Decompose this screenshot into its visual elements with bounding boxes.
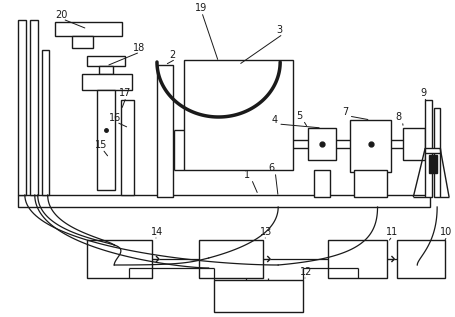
Bar [429, 155, 437, 173]
Text: 7: 7 [342, 107, 348, 117]
Text: 5: 5 [296, 111, 302, 121]
Bar [425, 148, 440, 153]
Bar [308, 128, 336, 160]
Text: 17: 17 [119, 88, 131, 98]
Bar [213, 280, 303, 312]
Bar [99, 66, 113, 74]
Bar [55, 22, 122, 36]
Text: 12: 12 [300, 267, 313, 277]
Bar [354, 170, 388, 197]
Text: 1: 1 [244, 170, 251, 180]
Text: 4: 4 [271, 115, 278, 125]
Bar [18, 195, 430, 207]
Bar [71, 36, 93, 48]
Text: 6: 6 [268, 163, 274, 173]
Text: 11: 11 [385, 227, 398, 237]
Bar [121, 100, 134, 195]
Bar [30, 20, 38, 195]
Bar [82, 74, 132, 90]
Text: 8: 8 [395, 112, 402, 122]
Text: 16: 16 [109, 113, 121, 123]
Text: 9: 9 [420, 88, 426, 98]
Bar [184, 60, 293, 170]
Bar [328, 240, 388, 278]
Bar [97, 90, 115, 190]
Bar [157, 65, 173, 197]
Bar [87, 240, 152, 278]
Bar [199, 240, 263, 278]
Bar [18, 20, 26, 195]
Text: 14: 14 [151, 227, 163, 237]
Text: 2: 2 [169, 50, 175, 60]
Bar [314, 170, 330, 197]
Text: 10: 10 [440, 227, 452, 237]
Bar [434, 108, 440, 197]
Bar [425, 100, 432, 197]
Text: 3: 3 [276, 25, 282, 35]
Bar [42, 50, 49, 195]
Text: 19: 19 [195, 3, 207, 13]
Text: 18: 18 [133, 43, 146, 53]
Bar [350, 120, 391, 172]
Text: 20: 20 [56, 10, 68, 20]
Bar [404, 128, 425, 160]
Text: 13: 13 [260, 227, 273, 237]
Bar [87, 56, 125, 66]
Bar [397, 240, 445, 278]
Text: 15: 15 [96, 140, 108, 150]
